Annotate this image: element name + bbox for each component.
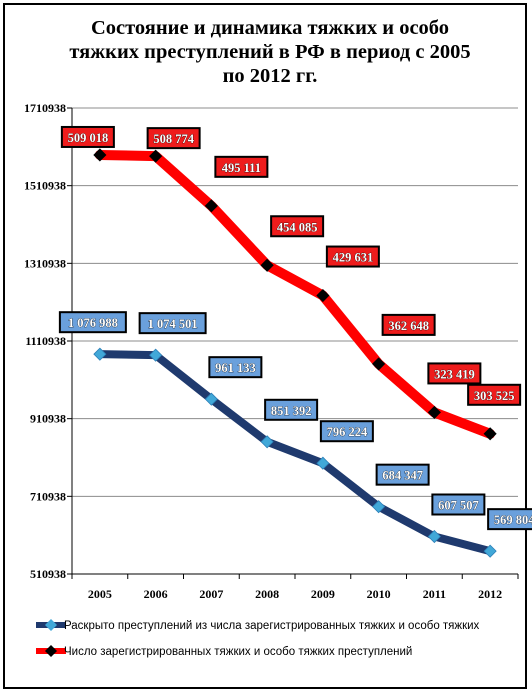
data-label-box [138, 312, 207, 335]
data-point [483, 427, 497, 441]
data-point [260, 258, 274, 272]
data-label-box [58, 311, 127, 334]
data-label: 684 347 [382, 469, 423, 483]
chart-title-line-3: по 2012 гг. [222, 65, 318, 87]
data-point [316, 456, 330, 470]
data-label-box [381, 313, 436, 336]
data-label-box [214, 155, 269, 178]
chart-title: Состояние и динамика тяжких и особо тяжк… [40, 16, 500, 88]
data-label: 961 133 [215, 361, 256, 375]
data-label-box [60, 125, 115, 148]
data-point [372, 357, 386, 371]
data-label-box [319, 420, 374, 443]
x-tick-label: 2008 [255, 587, 279, 601]
data-point [483, 544, 497, 558]
legend-swatch-solved [36, 619, 66, 631]
x-tick-label: 2011 [423, 587, 446, 601]
chart-title-line-1: Состояние и динамика тяжких и особо [90, 17, 450, 39]
y-tick-label: 510938 [30, 567, 66, 581]
data-label: 362 648 [388, 319, 429, 333]
data-label-box [325, 245, 380, 268]
series [93, 148, 497, 558]
data-label: 454 085 [277, 220, 318, 234]
data-labels: 1 076 988 1 074 501 961 133 851 392 796 224 6… [58, 125, 532, 531]
data-label-box [431, 493, 486, 516]
data-label: 495 111 [222, 161, 261, 175]
data-point [372, 500, 386, 514]
legend: Раскрыто преступлений из числа зарегистр… [34, 617, 514, 669]
data-label: 508 774 [153, 132, 194, 146]
data-label-box [208, 356, 263, 379]
data-point [204, 392, 218, 406]
series-line-registered [94, 149, 496, 439]
data-point [427, 405, 441, 419]
data-label-box [427, 362, 482, 385]
data-point [93, 347, 107, 361]
data-point [149, 149, 163, 163]
legend-label-registered: Число зарегистрированных тяжких и особо … [64, 646, 413, 658]
legend-swatch-registered [36, 645, 66, 657]
chart-title-line-2: тяжких преступлений в РФ в период с 2005 [69, 41, 471, 63]
series-line-solved [95, 350, 495, 556]
data-point [316, 288, 330, 303]
data-label: 323 419 [434, 367, 475, 381]
chart-frame [3, 3, 527, 689]
data-label: 796 224 [327, 425, 368, 439]
data-label: 1 074 501 [148, 317, 198, 331]
data-point [260, 435, 274, 449]
data-label-box [375, 463, 430, 486]
data-point [149, 348, 163, 362]
data-label: 303 525 [474, 389, 515, 403]
x-tick-label: 2007 [199, 587, 223, 601]
y-tick-label: 1310938 [24, 256, 66, 270]
data-label: 429 631 [333, 251, 374, 265]
data-label: 509 018 [68, 131, 109, 145]
data-point [93, 148, 107, 162]
data-label: 851 392 [271, 404, 312, 418]
y-tick-label: 910938 [30, 412, 66, 426]
data-label-box [467, 383, 522, 406]
data-point [204, 199, 218, 213]
data-label-box [264, 398, 319, 421]
data-label-box [146, 127, 201, 150]
data-label-box [270, 215, 325, 238]
axes: 1710938 1510938 1310938 1110938 910938 710938… [24, 101, 519, 601]
y-tick-label: 1510938 [24, 179, 66, 193]
x-tick-label: 2012 [478, 587, 502, 601]
legend-item-registered: Число зарегистрированных тяжких и особо … [34, 643, 514, 669]
data-label-box [487, 508, 532, 531]
x-tick-label: 2006 [144, 587, 168, 601]
x-tick-label: 2009 [311, 587, 335, 601]
legend-label-solved: Раскрыто преступлений из числа зарегистр… [64, 620, 480, 632]
data-point [427, 529, 441, 544]
legend-item-solved: Раскрыто преступлений из числа зарегистр… [34, 617, 514, 643]
x-tick-label: 2005 [88, 587, 112, 601]
y-tick-label: 710938 [30, 489, 66, 503]
x-tick-label: 2010 [367, 587, 391, 601]
y-tick-label: 1110938 [25, 334, 66, 348]
data-label: 607 507 [438, 498, 479, 512]
y-tick-label: 1710938 [24, 101, 66, 115]
data-label: 1 076 988 [68, 316, 118, 330]
data-label: 569 804 [494, 513, 532, 527]
